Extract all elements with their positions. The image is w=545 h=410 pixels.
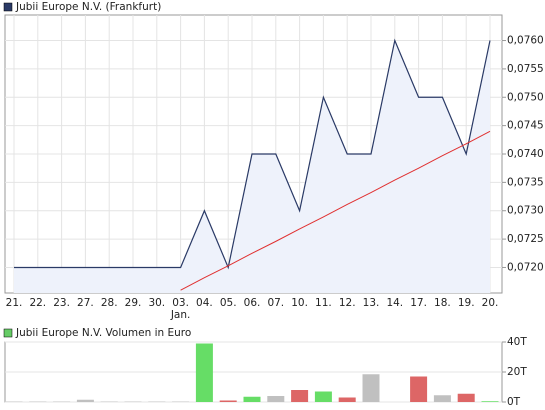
x-tick-label: 07. [267, 297, 284, 309]
x-tick-label: 18. [434, 297, 451, 309]
trend-line [180, 130, 491, 291]
x-tick-label: 06. [244, 297, 261, 309]
x-tick-label: 05. [220, 297, 237, 309]
x-tick-label: 14. [386, 297, 403, 309]
volume-bar [433, 395, 451, 402]
y-tick-label: 0,0720 [507, 261, 544, 273]
volume-bar [243, 396, 261, 402]
y-tick-label: 0,0755 [507, 63, 544, 75]
x-tick-label: 19. [458, 297, 475, 309]
x-tick-label: 03. [172, 297, 189, 309]
area-fill [14, 40, 490, 294]
y-tick-label: 40T [507, 336, 527, 348]
x-tick-label: 30. [148, 297, 165, 309]
y-tick-label: 0,0725 [507, 233, 544, 245]
volume-bar [410, 376, 428, 402]
volume-bar [219, 400, 237, 402]
volume-bar [457, 393, 475, 402]
volume-bar [481, 401, 499, 402]
y-tick-label: 0,0735 [507, 176, 544, 188]
legend-label: Jubii Europe N.V. (Frankfurt) [15, 1, 161, 13]
y-tick-label: 0T [507, 396, 521, 408]
x-tick-label: 10. [291, 297, 308, 309]
volume-bar [291, 390, 309, 402]
volume-bar [362, 374, 380, 402]
y-tick-label: 0,0730 [507, 205, 544, 217]
volume-bar [76, 399, 94, 402]
x-tick-label: 11. [315, 297, 332, 309]
x-tick-label: 13. [363, 297, 380, 309]
legend-swatch [3, 2, 13, 12]
volume-bar [338, 397, 356, 402]
volume-bar [195, 343, 213, 402]
y-tick-label: 0,0740 [507, 148, 544, 160]
x-tick-label: 23. [53, 297, 70, 309]
price-line [14, 38, 491, 270]
legend-label: Jubii Europe N.V. Volumen in Euro [15, 327, 191, 339]
volume-bar [314, 391, 332, 402]
y-tick-label: 0,0750 [507, 91, 544, 103]
x-tick-label: 28. [101, 297, 118, 309]
x-tick-label: 21. [6, 297, 23, 309]
x-tick-label: 04. [196, 297, 213, 309]
y-tick-label: 20T [507, 366, 527, 378]
x-tick-label: 17. [410, 297, 427, 309]
x-tick-label: 20. [482, 297, 499, 309]
x-tick-label: 12. [339, 297, 356, 309]
y-tick-label: 0,0760 [507, 35, 544, 47]
legend-swatch [3, 328, 13, 338]
x-tick-label: 29. [125, 297, 142, 309]
x-tick-label: 22. [29, 297, 46, 309]
x-tick-label: 27. [77, 297, 94, 309]
x-annotation: Jan. [170, 309, 191, 321]
y-tick-label: 0,0745 [507, 120, 544, 132]
volume-bar [267, 396, 285, 402]
